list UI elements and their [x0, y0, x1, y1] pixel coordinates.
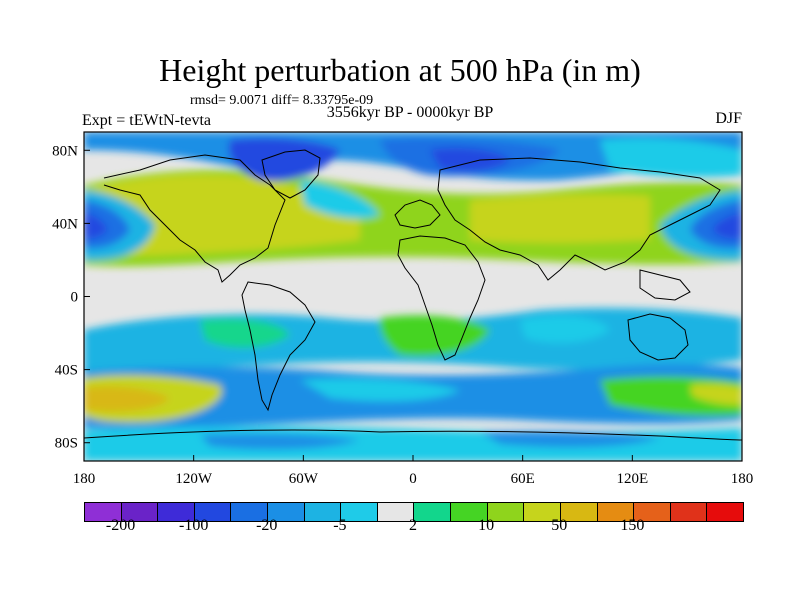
- colorbar-cell: [85, 503, 122, 521]
- x-tick-label: 120W: [175, 471, 213, 487]
- contour-field: [84, 132, 742, 461]
- colorbar-cell: [231, 503, 269, 521]
- y-axis: 80N 40N 0 40S 80S: [52, 143, 90, 452]
- colorbar-label: 50: [551, 517, 568, 534]
- colorbar-cell: [597, 503, 635, 521]
- colorbar-label: -200: [105, 517, 136, 534]
- x-tick-label: 180: [731, 471, 754, 487]
- chart-stats: rmsd= 9.0071 diff= 8.33795e-09: [190, 93, 374, 108]
- colorbar-cell: [707, 503, 743, 521]
- colorbar-label: 2: [409, 517, 417, 534]
- x-tick-label: 60E: [511, 471, 535, 487]
- coastlines: [84, 149, 742, 441]
- y-tick-label: 0: [71, 290, 79, 306]
- colorbar-cell: [304, 503, 342, 521]
- colorbar-cell: [451, 503, 488, 521]
- y-tick-label: 80N: [52, 143, 78, 159]
- x-tick-label: 0: [409, 471, 417, 487]
- colorbar-label: -5: [333, 517, 347, 534]
- experiment-label: Expt = tEWtN-tevta: [82, 112, 211, 129]
- colorbar-label: 150: [620, 517, 645, 534]
- colorbar-cell: [377, 503, 415, 521]
- x-tick-label: 120E: [616, 471, 648, 487]
- colorbar-cell: [158, 503, 195, 521]
- colorbar-cell: [634, 503, 671, 521]
- y-tick-label: 40S: [55, 363, 78, 379]
- period-label: 3556kyr BP - 0000kyr BP: [326, 104, 494, 121]
- colorbar-cell: [414, 503, 452, 521]
- season-label: DJF: [715, 110, 742, 127]
- chart-title: Height perturbation at 500 hPa (in m): [159, 52, 641, 88]
- colorbar-label: -20: [256, 517, 278, 534]
- colorbar-cell: [121, 503, 159, 521]
- colorbar-label: 10: [478, 517, 495, 534]
- y-tick-label: 40N: [52, 216, 78, 232]
- colorbar-cell: [341, 503, 378, 521]
- colorbar-cell: [194, 503, 232, 521]
- x-tick-label: 60W: [289, 471, 319, 487]
- colorbar-label: -100: [178, 517, 209, 534]
- colorbar-cell: [560, 503, 598, 521]
- colorbar: [84, 502, 744, 522]
- colorbar-cell: [524, 503, 561, 521]
- x-axis: 180 120W 60W 0 60E 120E 180: [73, 455, 754, 487]
- x-tick-label: 180: [73, 471, 96, 487]
- colorbar-labels: -200 -100 -20 -5 2 10 50 150: [0, 517, 800, 541]
- y-tick-label: 80S: [55, 436, 78, 452]
- colorbar-cell: [670, 503, 708, 521]
- colorbar-cell: [487, 503, 525, 521]
- colorbar-cell: [268, 503, 305, 521]
